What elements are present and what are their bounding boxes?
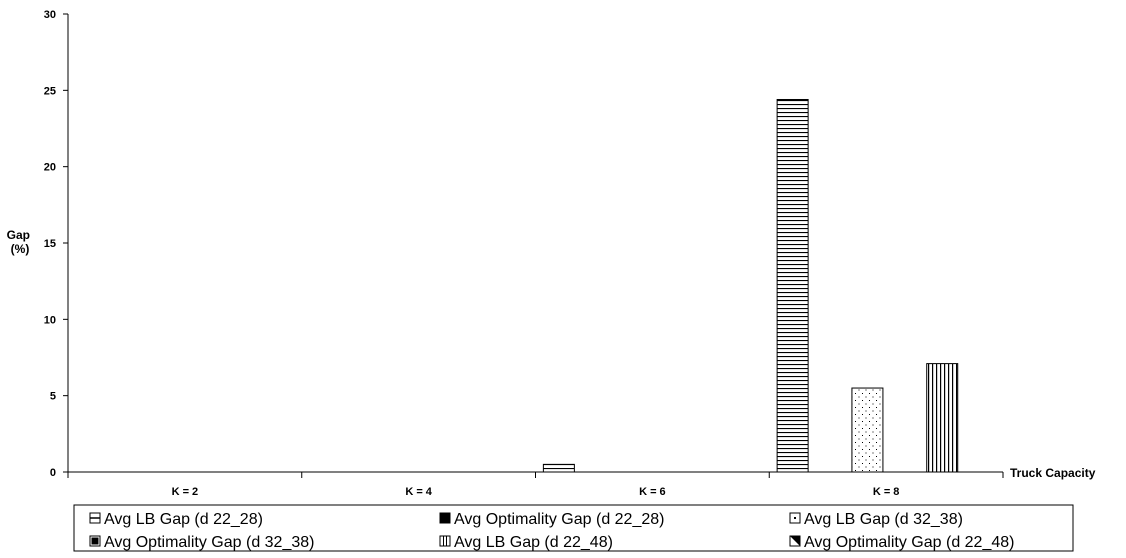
legend-label: Avg Optimality Gap (d 32_38) [104,534,314,551]
legend-item: Avg Optimality Gap (d 22_28) [439,511,664,528]
bar [851,387,884,473]
legend-swatch [439,512,451,524]
y-tick-label: 30 [44,9,56,21]
legend-swatch [439,535,451,547]
legend-box [73,504,1074,552]
x-axis-title: Truck Capacity [1010,466,1096,480]
legend-item: Avg Optimality Gap (d 22_48) [789,534,1014,551]
legend-label: Avg Optimality Gap (d 22_28) [454,511,664,528]
bars [542,98,959,473]
bar [926,363,959,473]
legend-label: Avg LB Gap (d 32_38) [804,511,963,528]
legend: Avg LB Gap (d 22_28) Avg Optimality Gap (… [89,511,1014,551]
bar [542,463,575,473]
y-axis: 0 5 10 15 20 25 30 [44,9,68,479]
legend-swatch-fill [790,536,800,546]
legend-item: Avg LB Gap (d 22_28) [89,511,263,528]
legend-item: Avg LB Gap (d 32_38) [789,511,963,528]
y-tick-label: 0 [50,467,56,479]
legend-swatch-fill [794,517,796,519]
legend-item: Avg LB Gap (d 22_48) [439,534,613,551]
legend-label: Avg Optimality Gap (d 22_48) [804,534,1014,551]
y-axis-title: Gap (%) [7,228,34,256]
legend-label: Avg LB Gap (d 22_48) [454,534,613,551]
x-tick-label: K = 6 [639,486,666,498]
x-tick-label: K = 4 [405,486,432,498]
x-tick-label: K = 8 [873,486,900,498]
legend-swatch-fill [91,537,99,545]
legend-label: Avg LB Gap (d 22_28) [104,511,263,528]
y-tick-label: 20 [44,162,56,174]
y-tick-label: 10 [44,314,56,326]
y-tick-label: 25 [44,85,56,97]
y-tick-label: 5 [50,391,56,403]
x-tick-label: K = 2 [172,486,199,498]
bar [776,98,809,473]
y-tick-label: 15 [44,238,56,250]
x-axis: K = 2 K = 4 K = 6 K = 8 [67,472,1004,498]
legend-item: Avg Optimality Gap (d 32_38) [89,534,314,551]
